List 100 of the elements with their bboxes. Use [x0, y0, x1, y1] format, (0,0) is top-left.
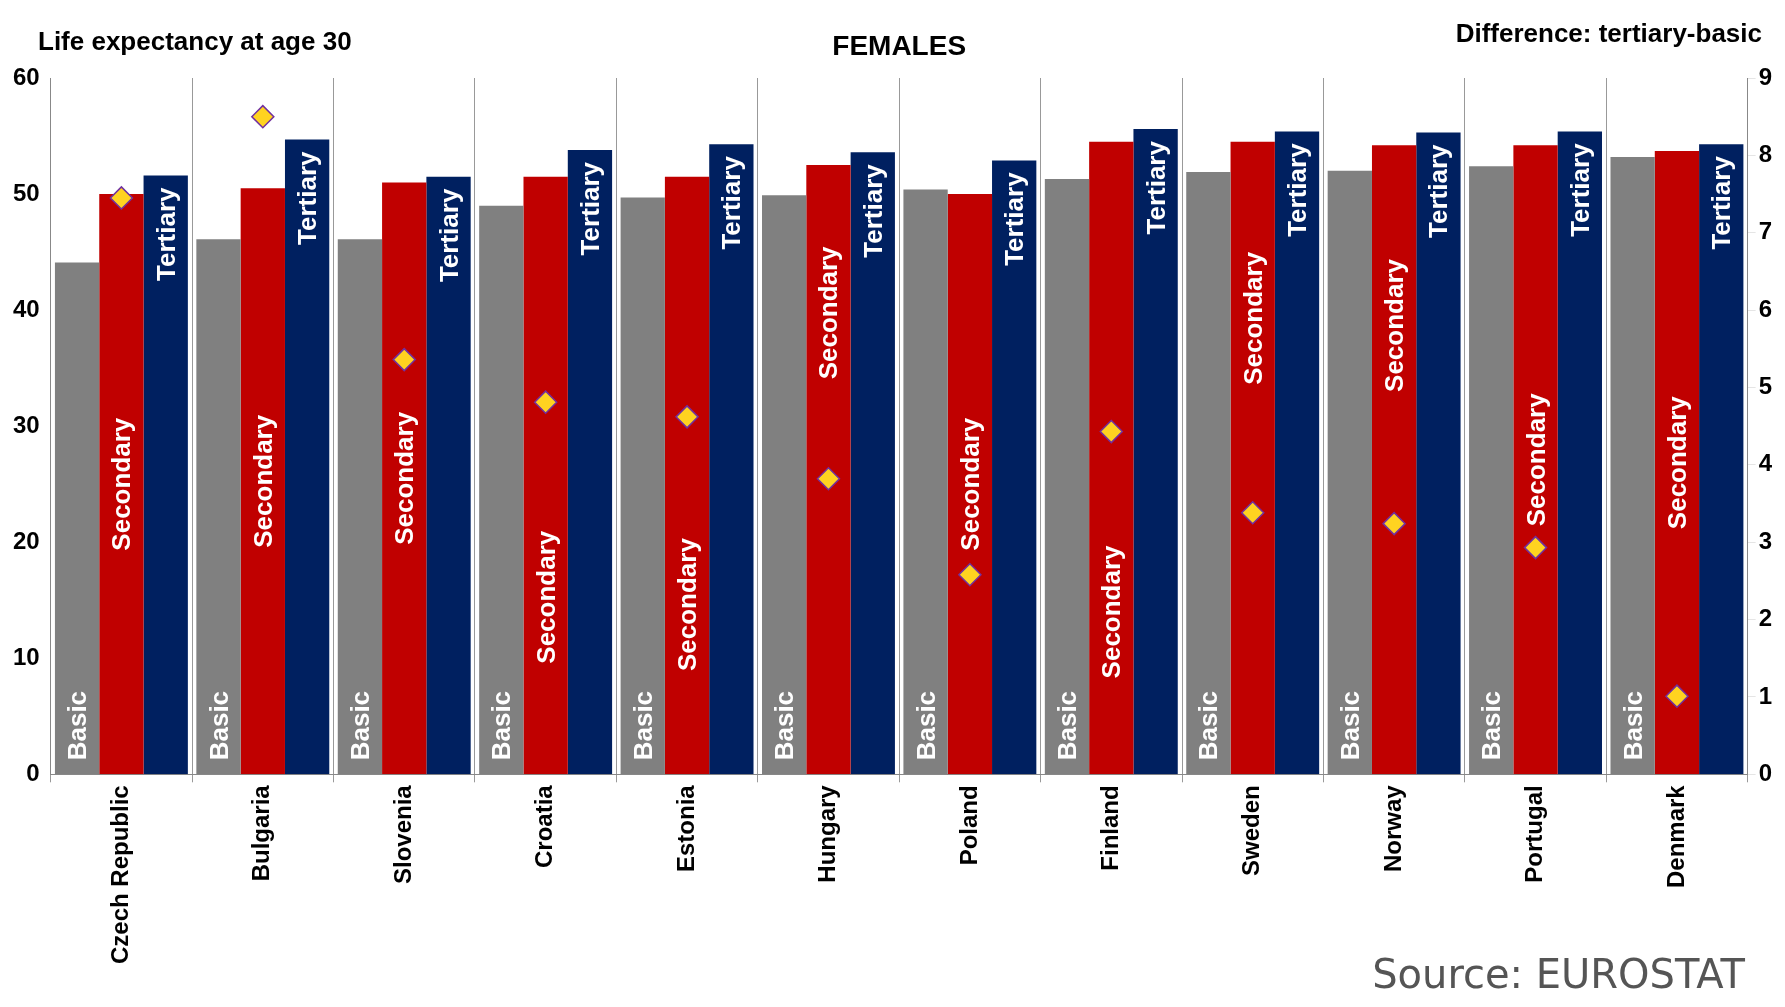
bar [1274, 131, 1320, 775]
text: Secondary [1661, 396, 1692, 530]
x-tick-label: Czech Republic [106, 785, 134, 964]
text: Tertiary [716, 156, 747, 250]
point [675, 405, 699, 429]
text: Basic [627, 690, 658, 761]
bar [1089, 141, 1134, 775]
text: Secondary [247, 414, 278, 548]
bar [1699, 144, 1744, 775]
x-tick-label: Portugal [1520, 785, 1548, 883]
x-tick-label: Estonia [671, 784, 699, 872]
text: Tertiary [999, 172, 1030, 266]
text: Tertiary [1282, 143, 1313, 237]
text: Secondary [672, 538, 703, 672]
x-tick-label: Norway [1378, 784, 1406, 872]
bar [1513, 145, 1558, 775]
text: Tertiary [433, 188, 464, 283]
point [958, 562, 982, 587]
bar [1371, 145, 1417, 775]
text: Secondary [1520, 393, 1551, 527]
point [109, 186, 134, 210]
bar [1133, 129, 1178, 775]
y-axis-title: Life expectancy at age 30 [38, 26, 352, 56]
text: Tertiary [292, 151, 323, 245]
x-tick-label: Poland [954, 785, 982, 866]
text: Secondary [1379, 258, 1410, 392]
text: Secondary [813, 246, 844, 380]
series-label: Secondary [1096, 544, 1127, 679]
y-tick-label: 60 [12, 62, 40, 90]
text: Secondary [1237, 251, 1268, 385]
bar [947, 194, 993, 775]
source-note: Source: EUROSTAT [1372, 951, 1745, 997]
bar [1416, 132, 1461, 775]
y2-tick-label: 8 [1758, 139, 1773, 167]
y2-tick-label: 0 [1758, 758, 1773, 786]
point [1523, 535, 1548, 560]
text: Secondary [389, 411, 420, 545]
x-tick-label: Denmark [1661, 784, 1689, 889]
y2-tick-label: 6 [1758, 294, 1773, 322]
text: Basic [1617, 690, 1648, 761]
point [533, 390, 558, 414]
text: Tertiary [150, 187, 181, 281]
text: Basic [1334, 690, 1365, 761]
y2-tick-label: 3 [1758, 526, 1773, 554]
text: Tertiary [1706, 156, 1737, 250]
text: Basic [1476, 690, 1507, 761]
x-tick-label: Finland [1095, 785, 1123, 871]
bar [426, 176, 471, 775]
bar [523, 176, 568, 775]
y-tick-label: 50 [12, 178, 40, 206]
bar [664, 176, 710, 775]
y-tick-label: 10 [12, 642, 40, 670]
bar [1557, 131, 1602, 775]
point [251, 104, 275, 129]
y-tick-label: 20 [12, 526, 40, 554]
y-tick-label: 0 [26, 758, 40, 786]
text: Basic [1051, 690, 1082, 761]
point [1240, 501, 1265, 525]
x-tick-label: Bulgaria [247, 784, 275, 882]
bar [143, 175, 188, 775]
chart-title: FEMALES [832, 30, 967, 61]
y2-tick-label: 1 [1758, 681, 1773, 709]
y2-tick-label: 4 [1758, 449, 1773, 477]
bar [1230, 141, 1275, 775]
text: Basic [486, 690, 517, 761]
x-tick-label: Sweden [1237, 785, 1265, 876]
point [1665, 684, 1689, 708]
y2-axis-title: Difference: tertiary-basic [1455, 18, 1762, 48]
bar [99, 194, 144, 775]
x-tick-label: Croatia [530, 784, 558, 868]
series-label: Basic [1193, 690, 1224, 761]
x-tick-label: Hungary [813, 784, 841, 883]
point [816, 467, 841, 491]
y2-tick-label: 5 [1758, 372, 1773, 400]
bar [850, 152, 895, 775]
text: Basic [62, 690, 93, 761]
text: Basic [910, 690, 941, 761]
text: Secondary [954, 417, 985, 551]
bar [382, 182, 427, 775]
text: Tertiary [1564, 143, 1595, 237]
text: Tertiary [857, 164, 888, 258]
bar [284, 139, 330, 775]
text: Basic [344, 690, 375, 761]
series-label: Tertiary [1140, 140, 1171, 235]
y2-tick-label: 2 [1758, 604, 1773, 632]
text: Basic [769, 690, 800, 761]
x-tick-label: Slovenia [388, 784, 416, 885]
text: Secondary [530, 530, 561, 664]
bar [1654, 151, 1700, 775]
y2-tick-label: 7 [1758, 217, 1773, 245]
bar [992, 160, 1037, 775]
text: Secondary [106, 417, 137, 551]
bar [806, 165, 851, 775]
text: Basic [203, 690, 234, 761]
text: Tertiary [1423, 144, 1454, 238]
point [1382, 511, 1406, 536]
point [392, 347, 416, 372]
text: Tertiary [574, 161, 605, 256]
y-tick-label: 30 [12, 410, 40, 438]
bar [709, 144, 754, 775]
